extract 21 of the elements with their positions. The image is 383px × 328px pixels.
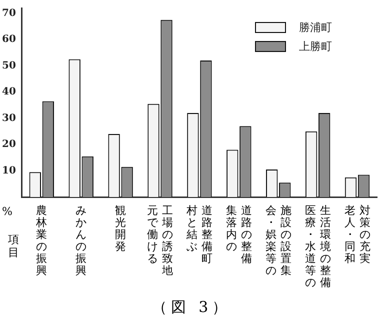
y-tick-label: 40 bbox=[2, 86, 16, 98]
y-tick-label: 50 bbox=[2, 60, 16, 72]
text: （図 3） bbox=[150, 298, 232, 317]
category-label: 工場の誘致地元で働ける bbox=[147, 204, 173, 277]
category-label: 施設の設置集会・娯楽等の bbox=[265, 204, 292, 277]
y-tick-label: 60 bbox=[2, 34, 16, 46]
legend-label: 勝浦町 bbox=[299, 20, 332, 34]
category-label: 対策の充実老人・同和 bbox=[344, 204, 370, 265]
y-tick-label: 70 bbox=[2, 8, 16, 19]
y-tick-label: 10 bbox=[2, 165, 16, 176]
category-label: 道路の整備集落内の bbox=[226, 204, 252, 265]
y-axis-title: % bbox=[2, 205, 12, 218]
y-tick-label: 20 bbox=[2, 139, 16, 150]
legend-label: 上勝町 bbox=[299, 40, 332, 53]
y-tick-label: 30 bbox=[2, 112, 16, 124]
x-tick-label: 農林業の振興 bbox=[36, 204, 48, 277]
x-tick-label: 観光開発 bbox=[114, 204, 127, 253]
x-axis-title: 項目 bbox=[8, 233, 20, 259]
x-tick-label: みかんの振興 bbox=[75, 204, 88, 277]
category-label: 道路整備町村と結ぶ bbox=[186, 204, 212, 265]
category-label: 生活環境の整備医療・水道等の bbox=[304, 204, 331, 289]
